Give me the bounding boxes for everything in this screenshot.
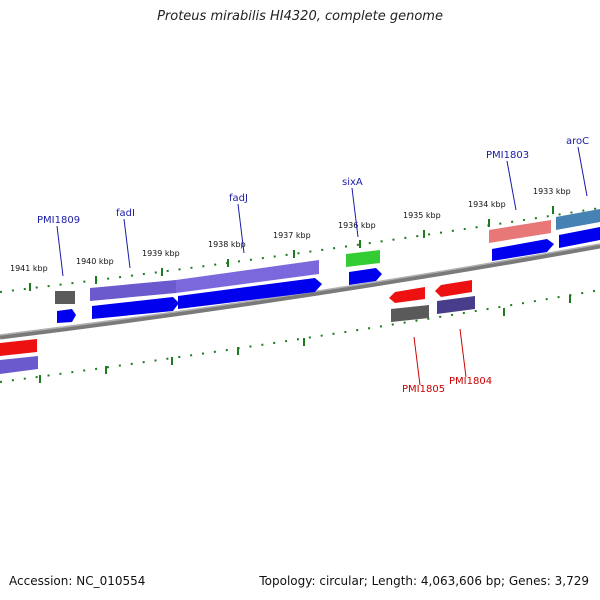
gene-label-sixA: sixA — [342, 177, 363, 188]
gene-label-PMI1805: PMI1805 — [402, 384, 445, 395]
genome-backbone — [0, 243, 600, 340]
gene-label-fadI: fadI — [116, 208, 135, 219]
accession-label: Accession: NC_010554 — [9, 574, 146, 588]
gene-partial-left-red[interactable] — [0, 339, 37, 356]
gene-PMI1805-cds[interactable] — [391, 305, 429, 322]
leader-PMI1805 — [413, 336, 421, 386]
kbp-label: 1935 kbp — [403, 211, 441, 220]
gene-partial-left-purple[interactable] — [0, 356, 38, 374]
gene-fadI-cds[interactable] — [90, 280, 176, 301]
leader-PMI1803 — [506, 160, 517, 211]
gene-fadI-arrow[interactable] — [92, 297, 179, 319]
kbp-label: 1937 kbp — [273, 231, 311, 240]
upper-tick-track — [0, 207, 600, 293]
kbp-label: 1934 kbp — [468, 200, 506, 209]
gene-aroC-arrow[interactable] — [559, 227, 600, 248]
gene-PMI1803-arrow[interactable] — [492, 239, 554, 261]
gene-label-aroC: aroC — [566, 136, 589, 147]
kbp-label: 1938 kbp — [208, 240, 246, 249]
gene-label-PMI1803: PMI1803 — [486, 150, 529, 161]
topology-label: Topology: circular; Length: 4,063,606 bp… — [259, 574, 589, 588]
leader-fadI — [123, 218, 131, 269]
lower-tick-track — [0, 289, 600, 383]
gene-PMI1804-cds[interactable] — [437, 296, 475, 314]
gene-fadJ-cds[interactable] — [176, 260, 319, 293]
gene-label-PMI1809: PMI1809 — [37, 215, 80, 226]
leader-fadJ — [237, 203, 245, 254]
gene-PMI1803-cds[interactable] — [489, 220, 551, 243]
leader-PMI1809 — [56, 225, 64, 277]
gene-PMI1809-arrow[interactable] — [57, 309, 76, 323]
kbp-label: 1933 kbp — [533, 187, 571, 196]
gene-PMI1805-arrow[interactable] — [389, 287, 425, 303]
gene-aroC-cds[interactable] — [556, 209, 600, 230]
kbp-label: 1940 kbp — [76, 257, 114, 266]
gene-sixA-arrow[interactable] — [349, 268, 382, 285]
gene-PMI1809-cds[interactable] — [55, 291, 75, 304]
leader-PMI1804 — [459, 328, 467, 378]
kbp-label: 1941 kbp — [10, 264, 48, 273]
gene-PMI1804-arrow[interactable] — [435, 280, 472, 297]
leader-aroC — [577, 146, 588, 197]
major-ticks — [29, 206, 571, 383]
gene-label-fadJ: fadJ — [229, 193, 248, 204]
gene-label-PMI1804: PMI1804 — [449, 376, 492, 387]
gene-fadJ-arrow[interactable] — [178, 278, 322, 309]
gene-sixA-cds[interactable] — [346, 250, 380, 267]
genome-title: Proteus mirabilis HI4320, complete genom… — [157, 9, 443, 24]
leader-sixA — [351, 187, 359, 238]
kbp-label: 1939 kbp — [142, 249, 180, 258]
